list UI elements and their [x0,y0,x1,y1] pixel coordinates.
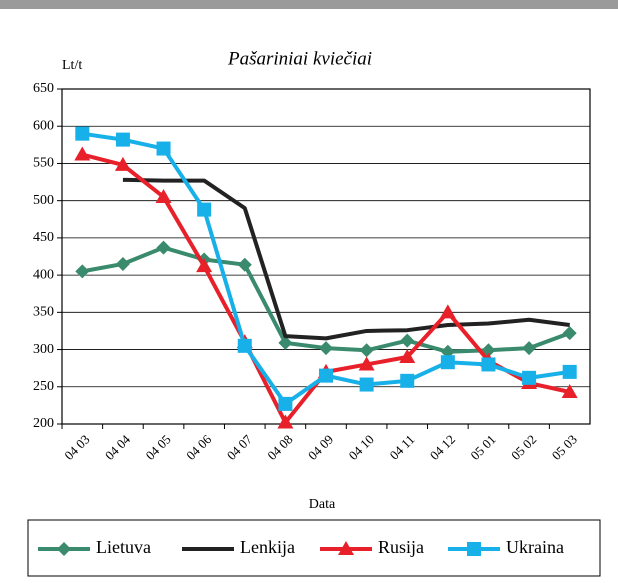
legend-label: Lenkija [240,537,295,557]
x-tick-label: 05 02 [508,432,539,463]
y-tick-label: 250 [33,379,54,394]
x-tick-label: 05 01 [467,432,498,463]
marker [75,126,90,141]
marker [561,383,578,398]
legend-marker [467,542,481,556]
marker [522,341,537,356]
marker [115,256,130,271]
legend-box [27,519,601,577]
x-tick-label: 04 03 [61,432,92,463]
y-tick-label: 350 [33,305,54,320]
marker [237,257,252,272]
x-tick-label: 04 06 [183,431,215,463]
marker [278,335,293,350]
x-tick-label: 04 12 [427,432,458,463]
top-bar [0,0,618,9]
x-tick-label: 04 09 [305,432,336,463]
y-tick-label: 500 [33,193,54,208]
marker [439,304,456,319]
marker [359,377,374,392]
legend-marker [57,542,71,556]
marker [358,356,375,371]
marker [522,370,537,385]
series-line [81,245,571,354]
marker [75,264,90,279]
marker [74,146,91,161]
x-tick-label: 04 07 [224,431,256,463]
y-tick-label: 600 [33,118,54,133]
plot-frame [61,88,591,425]
legend-label: Ukraina [506,537,564,557]
marker [481,357,496,372]
marker [562,326,577,341]
x-axis-label: Data [309,497,336,512]
y-tick-label: 200 [33,416,54,431]
marker [278,396,293,411]
marker [399,349,416,363]
marker [155,188,172,203]
x-tick-label: 05 03 [549,432,580,463]
marker [400,373,415,388]
x-tick-label: 04 10 [346,432,377,463]
y-tick-label: 550 [33,156,54,171]
series-line [122,177,570,341]
marker [156,141,171,156]
marker [115,132,130,147]
marker [319,341,333,356]
y-tick-label: 400 [33,267,54,282]
marker [156,240,171,255]
marker [197,202,212,217]
marker [277,414,294,429]
marker [359,343,374,358]
legend-marker [338,541,354,555]
marker [319,368,333,383]
y-tick-label: 450 [33,230,54,245]
y-tick-label: 650 [33,81,54,96]
chart-title: Pašariniai kviečiai [227,48,372,69]
x-tick-label: 04 11 [387,432,418,463]
legend-label: Rusija [378,537,424,557]
marker [196,258,213,273]
marker [440,355,455,370]
x-tick-label: 04 08 [264,432,295,463]
y-tick-label: 300 [33,342,54,357]
legend-label: Lietuva [96,537,151,557]
x-tick-label: 04 05 [142,432,173,463]
marker [114,156,131,171]
y-axis-label: Lt/t [62,58,82,73]
marker [562,364,577,379]
marker [400,333,415,348]
marker [237,338,252,353]
x-tick-label: 04 04 [102,431,134,463]
